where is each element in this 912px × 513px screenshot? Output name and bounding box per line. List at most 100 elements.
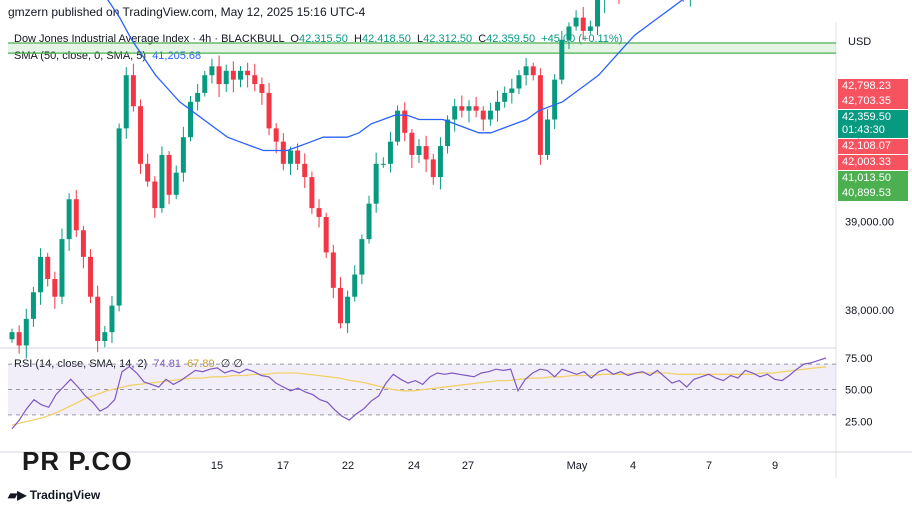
candle-body bbox=[537, 75, 543, 155]
candle-body bbox=[273, 128, 279, 142]
brand-watermark: PR P.CO bbox=[22, 446, 133, 477]
candle-body bbox=[509, 88, 515, 93]
time-tick-label: 24 bbox=[408, 460, 420, 472]
candle-body bbox=[52, 278, 58, 297]
candle-body bbox=[59, 239, 65, 297]
candle-body bbox=[373, 163, 379, 204]
tradingview-text: TradingView bbox=[29, 488, 101, 502]
time-tick-label: 7 bbox=[706, 460, 712, 472]
currency-label[interactable]: USD bbox=[848, 36, 872, 48]
time-tick-label: 27 bbox=[462, 460, 474, 472]
open-value: 42,315.50 bbox=[298, 33, 348, 45]
price-badge: 42,003.33 bbox=[838, 155, 908, 170]
candle-body bbox=[459, 106, 465, 111]
candle-body bbox=[95, 296, 101, 342]
candle-body bbox=[38, 256, 44, 293]
publisher-line: gmzern published on TradingView.com, May… bbox=[8, 5, 366, 19]
candle-body bbox=[223, 70, 229, 85]
candle-body bbox=[252, 75, 258, 85]
candle-body bbox=[309, 177, 315, 209]
candle-body bbox=[466, 106, 472, 111]
candle-body bbox=[88, 256, 94, 297]
candle-body bbox=[530, 66, 536, 76]
candle-body bbox=[195, 92, 201, 102]
time-tick-label: 17 bbox=[277, 460, 289, 472]
tradingview-logo[interactable]: ▰▶ TradingView bbox=[8, 488, 100, 502]
price-badge: 41,013.50 bbox=[838, 171, 908, 186]
candle-body bbox=[173, 172, 179, 195]
candle-body bbox=[102, 332, 108, 342]
candle-body bbox=[237, 70, 243, 80]
candle-body bbox=[545, 119, 551, 155]
candle-body bbox=[402, 110, 408, 133]
close-label: C bbox=[478, 33, 487, 45]
candle-body bbox=[323, 216, 329, 253]
candle-body bbox=[366, 203, 372, 240]
support-zone bbox=[8, 43, 836, 54]
candle-body bbox=[145, 163, 151, 182]
price-tick-label: 39,000.00 bbox=[845, 216, 894, 228]
rsi-tick-label: 25.00 bbox=[845, 416, 873, 428]
candle-body bbox=[230, 70, 236, 80]
candle-body bbox=[552, 79, 558, 120]
candle-body bbox=[566, 26, 572, 40]
price-badge: 42,703.35 bbox=[838, 94, 908, 109]
candle-body bbox=[423, 146, 429, 160]
candle-body bbox=[287, 150, 293, 164]
candle-body bbox=[409, 132, 415, 155]
candle-body bbox=[66, 199, 72, 240]
candle-body bbox=[80, 230, 86, 257]
candle-body bbox=[180, 137, 186, 173]
candle-body bbox=[345, 296, 351, 324]
candle-body bbox=[587, 26, 593, 31]
rsi-extra: ∅ ∅ bbox=[220, 358, 243, 370]
candle-body bbox=[45, 256, 51, 279]
instrument-name: Dow Jones Industrial Average Index · 4h … bbox=[14, 33, 285, 45]
candle-body bbox=[209, 66, 215, 76]
candle-body bbox=[302, 163, 308, 178]
candle-body bbox=[166, 154, 172, 195]
candle-body bbox=[109, 305, 115, 333]
candle-body bbox=[395, 110, 401, 142]
candle-body bbox=[123, 75, 129, 129]
high-value: 42,418.50 bbox=[361, 33, 411, 45]
candle-body bbox=[495, 101, 501, 111]
candle-body bbox=[573, 17, 579, 27]
candle-body bbox=[30, 292, 36, 319]
time-tick-label: 15 bbox=[211, 460, 223, 472]
candle-body bbox=[316, 208, 322, 217]
candle-body bbox=[380, 163, 386, 165]
candle-body bbox=[266, 92, 272, 129]
sma-line bbox=[107, 0, 685, 152]
price-badge: 42,798.23 bbox=[838, 79, 908, 94]
candle-body bbox=[295, 150, 301, 164]
candle-body bbox=[595, 0, 601, 27]
candle-body bbox=[437, 146, 443, 178]
candle-body bbox=[159, 154, 165, 209]
candle-body bbox=[73, 199, 79, 231]
rsi-value: 74.81 bbox=[153, 358, 181, 370]
candle-body bbox=[116, 128, 122, 306]
time-tick-label: 9 bbox=[772, 460, 778, 472]
rsi-tick-label: 75.00 bbox=[845, 353, 873, 365]
candle-body bbox=[16, 332, 22, 346]
candle-body bbox=[473, 106, 479, 111]
candle-body bbox=[559, 39, 565, 80]
candle-body bbox=[445, 119, 451, 147]
open-label: O bbox=[290, 33, 299, 45]
candle-body bbox=[430, 159, 436, 178]
candle-body bbox=[23, 318, 29, 346]
candle-body bbox=[138, 106, 144, 164]
candle-body bbox=[337, 287, 343, 324]
candle-body bbox=[216, 66, 222, 85]
candle-body bbox=[330, 252, 336, 288]
rsi-tick-label: 50.00 bbox=[845, 385, 873, 397]
candle-body bbox=[245, 70, 251, 76]
candle-body bbox=[352, 274, 358, 297]
low-label: L bbox=[417, 33, 424, 45]
candle-body bbox=[359, 239, 365, 275]
low-value: 42,312.50 bbox=[423, 33, 473, 45]
brand-text: PR P.CO bbox=[22, 446, 133, 476]
candle-body bbox=[480, 110, 486, 120]
